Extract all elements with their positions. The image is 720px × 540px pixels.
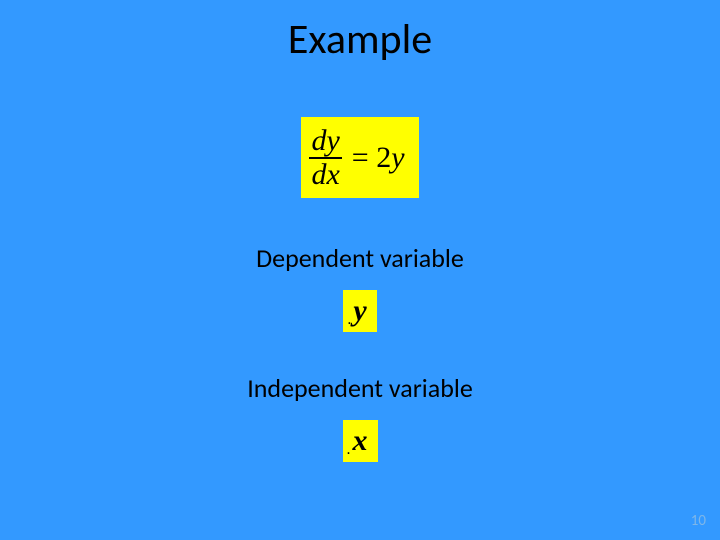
dependent-var-box: .y [343, 290, 376, 332]
equation-highlight-box: dy dx = 2y [301, 117, 418, 198]
dot-icon: . [347, 311, 351, 329]
fraction: dy dx [309, 125, 341, 190]
dependent-label: Dependent variable [0, 242, 720, 274]
fraction-denominator: dx [309, 157, 341, 191]
independent-var-box: .x [343, 420, 378, 462]
independent-var: x [353, 424, 368, 457]
page-number: 10 [691, 512, 706, 530]
dependent-var: y [353, 294, 366, 327]
rhs-coefficient: 2 [376, 141, 391, 174]
independent-var-container: .x [0, 420, 720, 462]
equation-container: dy dx = 2y [0, 117, 720, 198]
rhs-variable: y [391, 141, 404, 174]
independent-label: Independent variable [0, 372, 720, 404]
dependent-var-container: .y [0, 290, 720, 332]
fraction-numerator: dy [309, 125, 341, 157]
slide-title: Example [0, 0, 720, 65]
equals-sign: = [352, 141, 369, 174]
dot-icon: . [347, 441, 351, 459]
equation-rhs: = 2y [352, 141, 405, 175]
